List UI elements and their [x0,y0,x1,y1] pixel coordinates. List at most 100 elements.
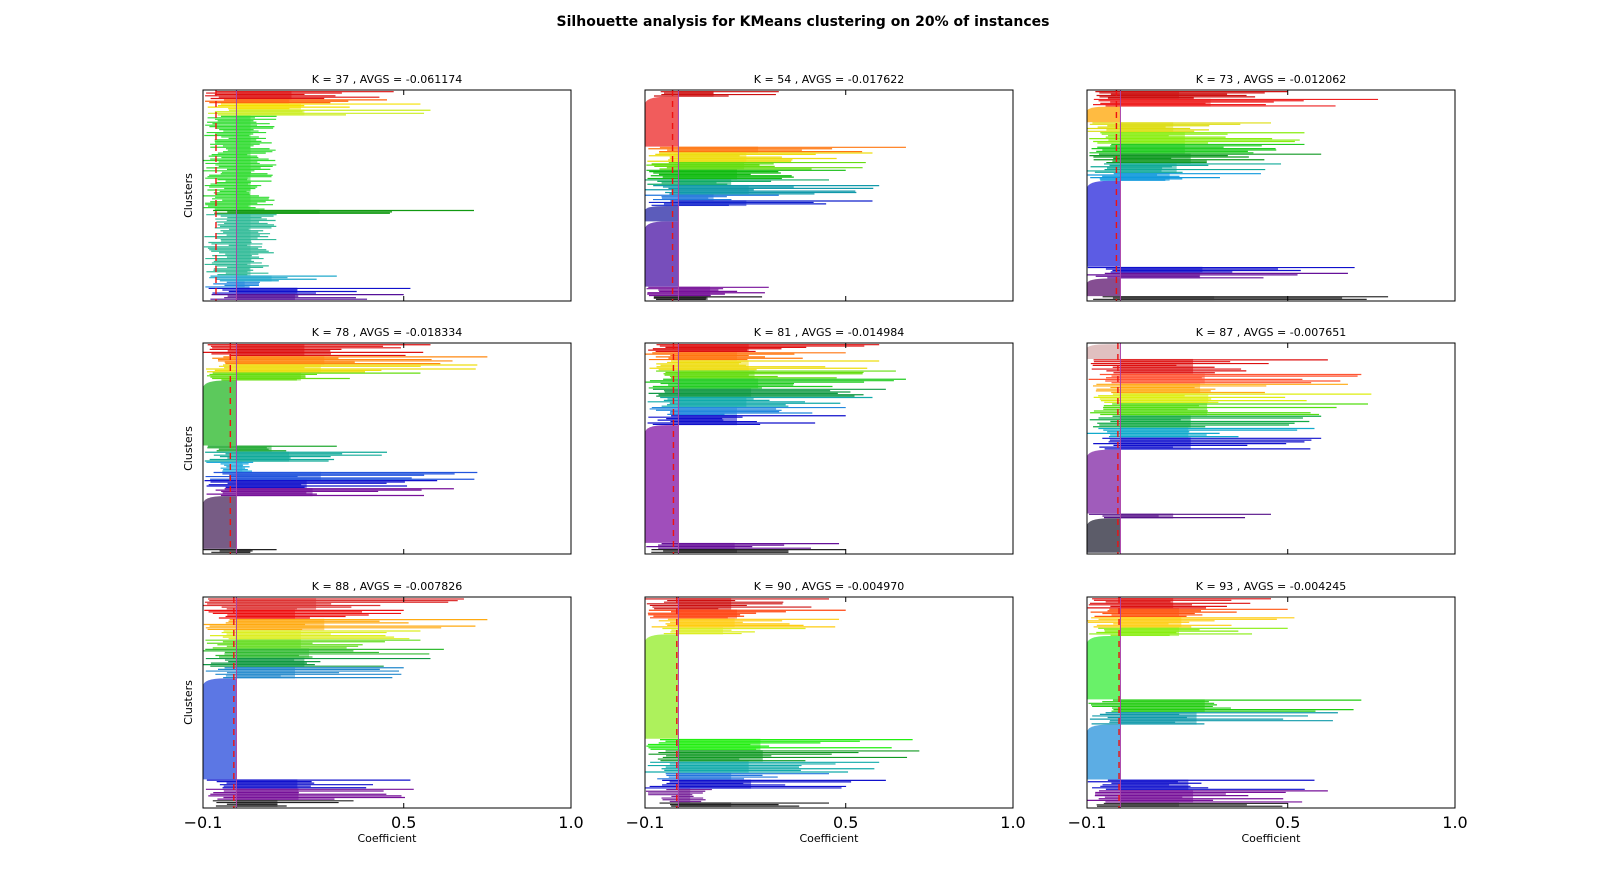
plot-frame [1086,596,1456,809]
cluster-9-bars [1087,779,1315,791]
y-axis-label: Clusters [182,426,195,471]
cluster-10-fill [678,200,747,207]
cluster-7-fill [236,451,290,462]
x-tick-label: 1.0 [558,813,583,832]
cluster-2-bars [212,356,488,365]
cluster-7-bars [203,657,431,667]
cluster-1-fill [1120,598,1174,609]
cluster-13-fill [236,548,251,553]
subplot-9: −0.1 0.5 1.0 K = 93 , AVGS = -0.004245 Coeff… [1068,580,1468,845]
cluster-2-fill [236,356,325,365]
plot-frame [202,596,572,809]
cluster-3-bars [649,360,880,371]
cluster-7-bars [203,213,277,276]
subplot-4: K = 78 , AVGS = -0.018334 Clusters [182,326,572,555]
cluster-6-bars [1090,403,1369,416]
cluster-4-fill [678,152,747,162]
cluster-3-bars [206,364,478,373]
cluster-10-region [1087,449,1121,514]
cluster-6-bars [207,445,337,452]
cluster-11-fill [678,542,735,549]
cluster-6-fill [1120,699,1205,712]
cluster-6-bars [1089,143,1305,154]
cluster-3-fill [1120,373,1205,384]
cluster-4-bars [1092,383,1348,394]
cluster-10-fill [236,479,307,489]
cluster-10-bars [1087,790,1328,803]
cluster-1-fill [236,91,292,100]
cluster-9-bars [1087,173,1261,181]
cluster-4-bars [1087,122,1271,133]
cluster-13-region [1087,278,1121,297]
cluster-11-bars [210,293,404,300]
cluster-10-fill [1120,790,1194,803]
subplot-5: K = 81 , AVGS = -0.014984 [644,326,1014,555]
cluster-9-fill [236,281,245,288]
cluster-9-fill [678,194,714,201]
cluster-11-region [645,206,679,222]
cluster-3-bars [207,103,421,110]
silhouette-bars [1087,597,1362,808]
cluster-8-bars [649,406,846,416]
cluster-11-fill [236,293,295,300]
plot-frame [644,596,1014,809]
cluster-2-fill [678,352,737,361]
cluster-11-bars [206,488,454,497]
cluster-6-fill [1120,143,1185,154]
x-axis-label: Coefficient [800,832,860,845]
cluster-4-fill [1120,627,1179,637]
cluster-4-fill [1120,122,1174,133]
cluster-2-fill [236,99,290,104]
cluster-5-bars [205,639,421,649]
cluster-12-bars [1087,272,1348,279]
cluster-6-fill [236,209,320,214]
x-tick-label: −0.1 [626,813,665,832]
x-tick-label: −0.1 [1068,813,1107,832]
cluster-9-fill [236,471,321,480]
cluster-7-fill [236,213,251,276]
cluster-1-fill [678,90,714,97]
cluster-12-fill [1120,272,1201,279]
cluster-4-fill [236,372,301,381]
cluster-7-fill [678,750,763,762]
cluster-9-bars [205,281,260,288]
cluster-6-fill [678,388,752,397]
cluster-10-bars [645,779,886,789]
x-tick-label: 0.5 [1275,813,1300,832]
cluster-8-fill [678,184,749,195]
cluster-7-bars [1089,153,1322,164]
silhouette-bars [1087,343,1372,554]
cluster-11-bars [205,788,414,800]
cluster-12-fill [678,548,737,553]
cluster-1-bars [1087,598,1271,609]
cluster-8-bars [209,275,337,282]
x-axis-label: Coefficient [1242,832,1302,845]
cluster-7-fill [1120,153,1191,164]
cluster-8-fill [678,761,749,773]
cluster-3-bars [651,618,840,628]
cluster-2-bars [205,99,387,104]
cluster-4-fill [236,630,301,640]
cluster-8-fill [236,275,272,282]
cluster-1-fill [678,344,749,353]
cluster-5-fill [678,378,759,389]
subplot-2: K = 54 , AVGS = -0.017622 [644,73,1014,302]
cluster-5-fill [678,161,745,170]
cluster-2-region [645,96,679,147]
cluster-7-bars [648,750,920,762]
cluster-9-bars [645,194,779,201]
cluster-1-bars [1095,90,1288,99]
cluster-10-bars [648,200,873,207]
cluster-3-fill [678,146,759,153]
cluster-7-fill [1120,415,1191,428]
cluster-8-fill [236,666,295,679]
cluster-12-fill [236,799,278,807]
subplot-1: K = 37 , AVGS = -0.061174 Clusters [182,73,572,302]
cluster-2-fill [678,609,737,619]
cluster-9-bars [657,772,829,780]
cluster-1-fill [678,598,732,610]
cluster-10-bars [204,479,438,489]
cluster-4-bars [208,109,431,116]
cluster-8-region [1087,724,1121,780]
cluster-11-bars [646,542,840,549]
